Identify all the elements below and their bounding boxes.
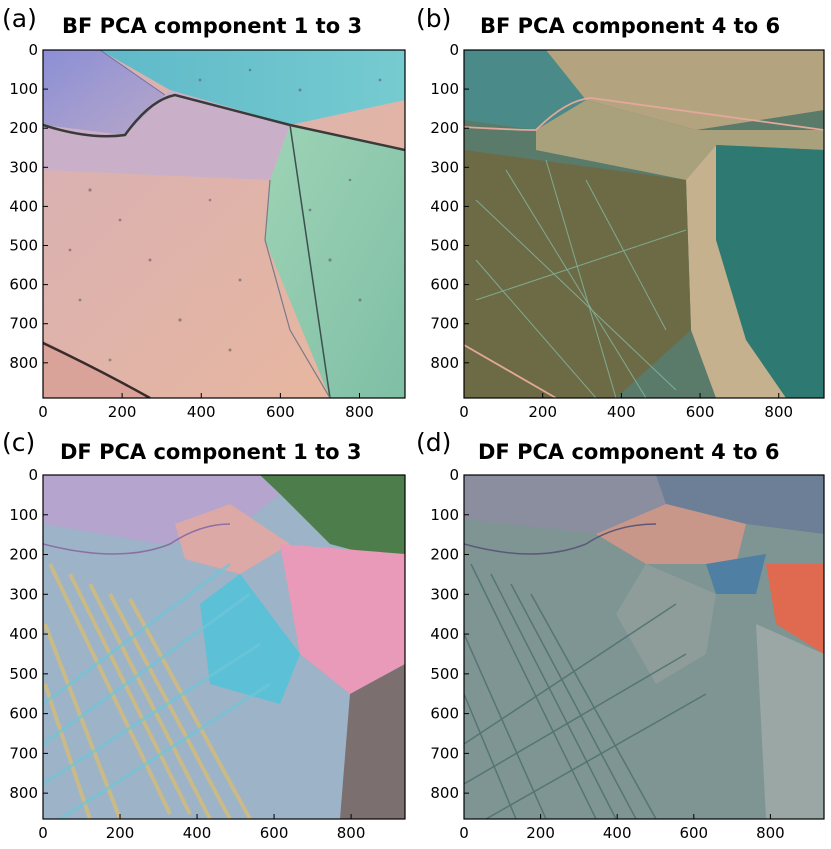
x-tick-label: 200 [106,824,135,842]
y-tick-label: 100 [9,506,38,524]
y-tick-label: 800 [9,784,38,802]
y-tick-label: 100 [9,80,38,98]
x-tick-label: 200 [528,403,557,421]
y-tick-label: 0 [28,41,38,59]
y-tick-label: 400 [430,625,459,643]
y-tick-label: 700 [9,744,38,762]
y-tick-label: 200 [430,119,459,137]
y-tick-label: 0 [28,466,38,484]
panel-letter: (b) [416,4,452,33]
micrograph-image [464,50,824,398]
y-tick-label: 700 [9,315,38,333]
panel-title: DF PCA component 4 to 6 [478,440,780,464]
panel-d: (d) DF PCA component 4 to 6 0 200 400 60 [416,424,831,849]
x-tick-label: 800 [345,403,374,421]
y-tick-label: 500 [9,237,38,255]
x-tick-label: 200 [108,403,137,421]
image-plot: 0 200 400 600 800 0 100 200 300 400 500 600 700 800 [430,466,825,842]
y-tick-label: 600 [430,705,459,723]
y-tick-label: 500 [430,665,459,683]
x-tick-label: 0 [459,824,469,842]
y-tick-label: 200 [9,546,38,564]
x-tick-label: 800 [764,403,793,421]
x-tick-label: 400 [183,824,212,842]
x-tick-label: 400 [603,824,632,842]
y-tick-label: 300 [9,158,38,176]
y-tick-label: 400 [9,625,38,643]
panel-title: BF PCA component 1 to 3 [62,14,363,38]
micrograph-image [464,475,824,819]
axes: 0 200 400 600 800 0 100 200 300 400 500 600 700 800 [9,41,373,421]
y-tick-label: 400 [430,197,459,215]
x-tick-label: 0 [38,824,48,842]
y-tick-label: 800 [9,354,38,372]
y-tick-label: 0 [449,41,459,59]
y-tick-label: 500 [430,237,459,255]
y-tick-label: 200 [430,546,459,564]
x-tick-label: 200 [526,824,555,842]
panel-letter: (a) [2,4,37,33]
axes: 0 200 400 600 800 0 100 200 300 400 500 600 700 800 [430,466,784,842]
x-tick-label: 800 [337,824,366,842]
y-tick-label: 200 [9,119,38,137]
x-tick-label: 0 [38,403,48,421]
x-tick-label: 600 [686,403,715,421]
y-tick-label: 800 [430,784,459,802]
x-tick-label: 0 [459,403,469,421]
panel-title: DF PCA component 1 to 3 [60,440,362,464]
y-tick-label: 100 [430,80,459,98]
x-tick-label: 400 [187,403,216,421]
y-tick-label: 500 [9,665,38,683]
y-tick-label: 600 [430,276,459,294]
y-tick-label: 300 [430,585,459,603]
y-tick-label: 300 [9,585,38,603]
panel-b: (b) BF PCA component 4 to 6 0 200 400 600 80… [416,0,831,424]
panel-letter: (d) [416,428,452,457]
image-plot: 0 200 400 600 800 0 100 200 300 400 500 600 700 800 [430,41,825,421]
x-tick-label: 600 [679,824,708,842]
x-tick-label: 600 [266,403,295,421]
x-tick-label: 400 [607,403,636,421]
panel-c: (c) DF PCA component 1 to 3 [0,424,415,849]
image-plot: 0 200 400 600 800 0 100 200 300 400 500 600 700 800 [9,466,406,842]
axes: 0 200 400 600 800 0 100 200 300 400 500 600 700 800 [9,466,365,842]
image-plot: 0 200 400 600 800 0 100 200 300 400 500 600 700 800 [9,41,406,421]
y-tick-label: 400 [9,197,38,215]
y-tick-label: 800 [430,354,459,372]
panel-a: (a) BF PCA component 1 to 3 [0,0,415,424]
x-tick-label: 600 [260,824,289,842]
micrograph-image [43,475,405,819]
y-tick-label: 600 [9,276,38,294]
axes: 0 200 400 600 800 0 100 200 300 400 500 600 700 800 [430,41,793,421]
micrograph-image [43,50,405,398]
x-tick-label: 800 [756,824,785,842]
panel-letter: (c) [2,428,36,457]
panel-title: BF PCA component 4 to 6 [480,14,781,38]
y-tick-label: 700 [430,744,459,762]
y-tick-label: 0 [449,466,459,484]
y-tick-label: 100 [430,506,459,524]
y-tick-label: 300 [430,158,459,176]
y-tick-label: 700 [430,315,459,333]
y-tick-label: 600 [9,705,38,723]
